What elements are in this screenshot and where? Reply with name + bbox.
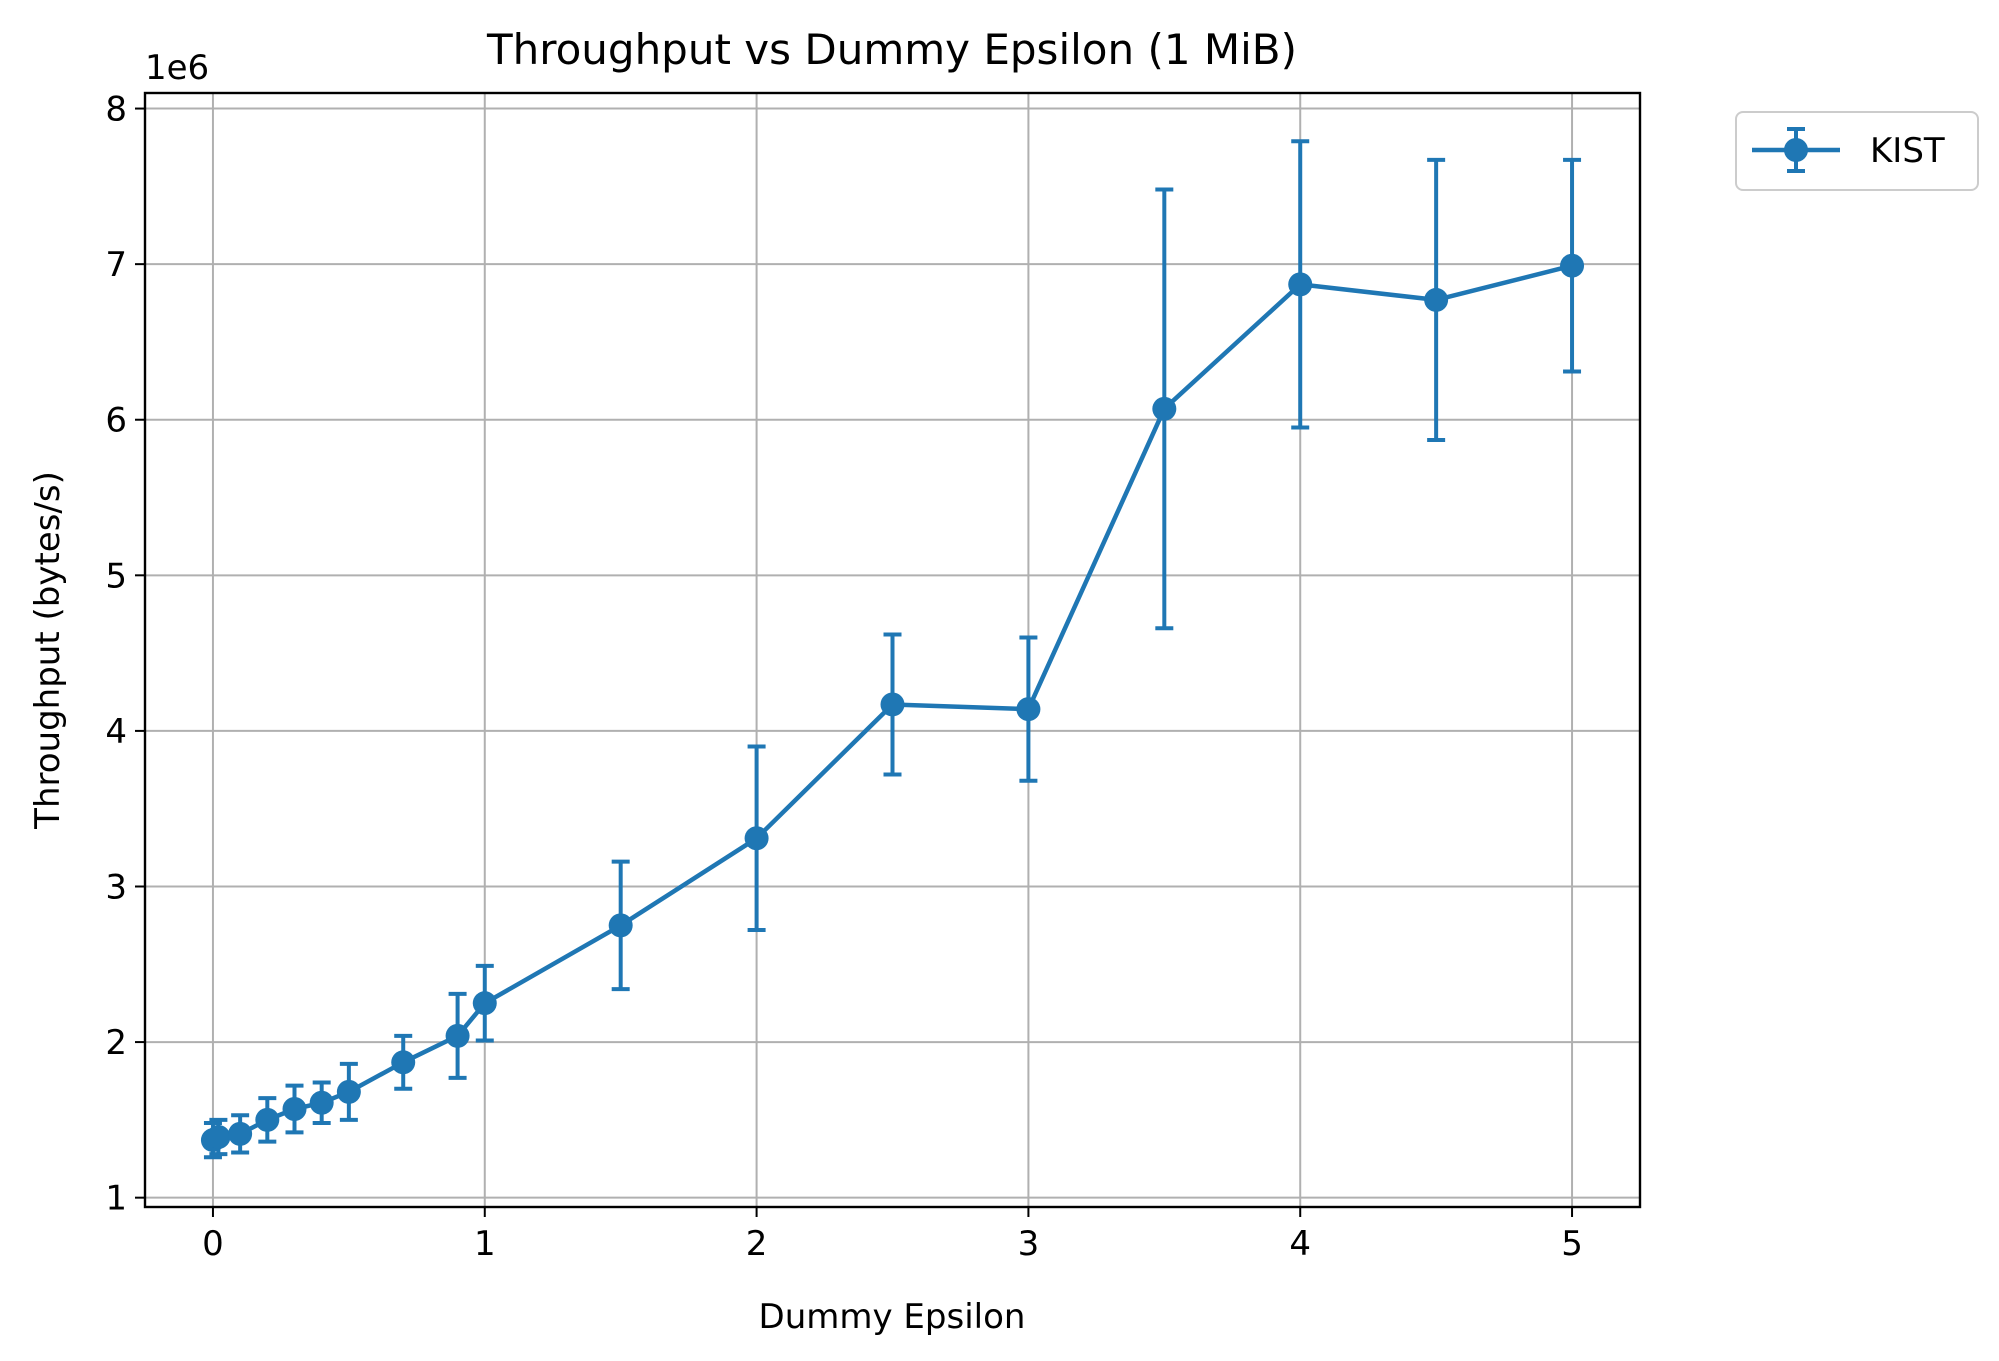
x-axis-label: Dummy Epsilon	[759, 1297, 1026, 1337]
data-point	[336, 1079, 361, 1104]
legend-label-kist: KIST	[1870, 131, 1945, 171]
data-point	[1288, 272, 1313, 297]
data-point	[1424, 287, 1449, 312]
data-point	[206, 1124, 231, 1149]
x-tick-label: 1	[474, 1224, 496, 1264]
data-point	[1016, 697, 1041, 722]
legend-symbol	[1752, 127, 1840, 173]
data-point	[1560, 253, 1585, 278]
x-tick-label: 0	[202, 1224, 224, 1264]
y-tick-label: 2	[105, 1023, 127, 1063]
y-tick-label: 3	[105, 867, 127, 907]
data-point	[391, 1050, 416, 1075]
plot-frame	[143, 91, 1642, 1209]
y-tick-label: 1	[105, 1179, 127, 1219]
data-layer	[200, 139, 1585, 1160]
legend: KIST	[1735, 111, 1979, 191]
data-point	[445, 1023, 470, 1048]
data-point	[1152, 396, 1177, 421]
x-tick-label: 4	[1289, 1224, 1311, 1264]
data-point	[880, 692, 905, 717]
axis-layer: 0 1 2 3 4 5 1 2 3 4 5 6 7 8	[105, 90, 1583, 1264]
data-point	[608, 913, 633, 938]
y-offset-label: 1e6	[145, 48, 209, 88]
y-tick-label: 6	[105, 401, 127, 441]
legend-marker	[1784, 138, 1808, 162]
y-axis-label: Throughput (bytes/s)	[28, 471, 68, 830]
x-tick-label: 5	[1561, 1224, 1583, 1264]
data-point	[472, 991, 497, 1016]
data-point	[309, 1090, 334, 1115]
y-tick-label: 5	[105, 556, 127, 596]
x-tick-label: 2	[746, 1224, 768, 1264]
y-tick-label: 4	[105, 712, 127, 752]
data-point	[255, 1107, 280, 1132]
chart-title: Throughput vs Dummy Epsilon (1 MiB)	[486, 25, 1297, 74]
y-tick-label: 8	[105, 90, 127, 130]
data-point	[744, 826, 769, 851]
data-point	[228, 1121, 253, 1146]
y-tick-label: 7	[105, 245, 127, 285]
data-point	[282, 1096, 307, 1121]
x-tick-label: 3	[1018, 1224, 1040, 1264]
